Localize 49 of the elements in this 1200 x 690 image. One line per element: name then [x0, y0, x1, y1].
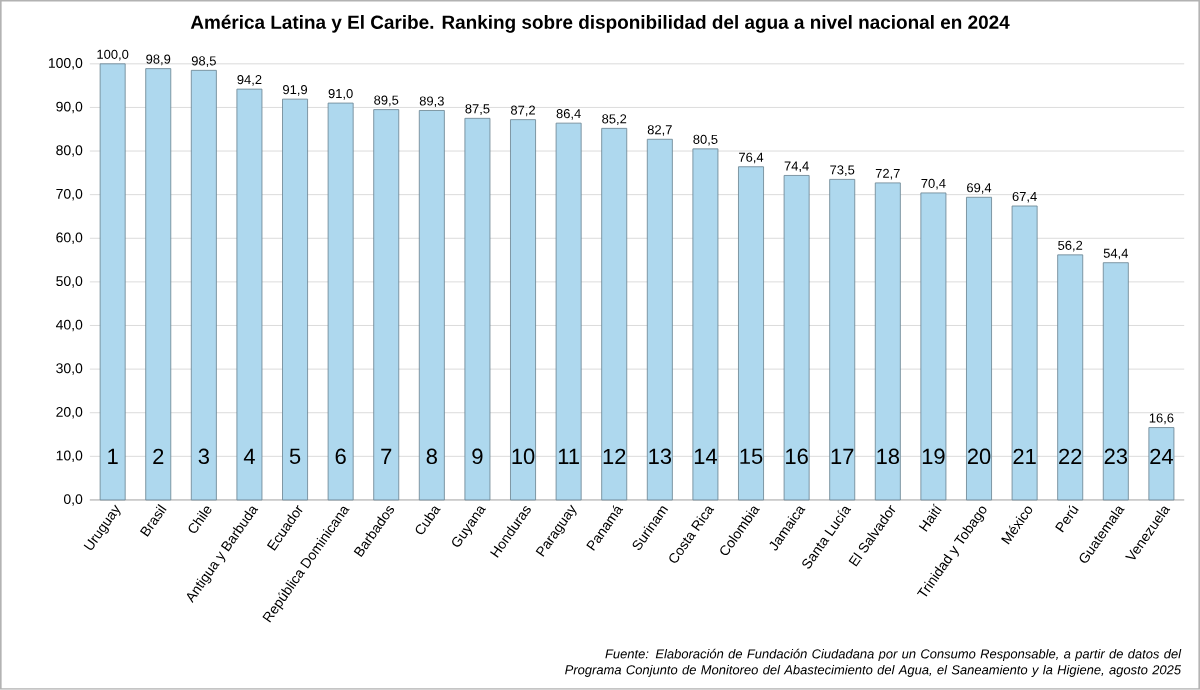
bar — [1148, 427, 1175, 501]
annotation: 4 — [243, 448, 255, 464]
annotation: 5 — [289, 448, 301, 465]
bar — [145, 68, 172, 501]
chart-title: América Latina y El Caribe. Ranking sobre disponibilidad del agua a nivel nacional en 2024 — [190, 14, 1010, 33]
bar — [692, 148, 719, 501]
annotation: 18 — [877, 448, 900, 465]
bar — [327, 102, 354, 501]
bar — [829, 179, 856, 501]
annotation: 15 — [740, 448, 763, 465]
annotation: 10 — [512, 448, 535, 465]
bar — [464, 118, 491, 501]
bar — [738, 166, 764, 501]
bar — [510, 119, 536, 501]
bar — [99, 63, 126, 501]
annotation: 11 — [558, 448, 579, 464]
bar — [874, 182, 901, 501]
bar — [190, 70, 217, 501]
annotation: 7 — [381, 448, 392, 464]
annotation: 13 — [649, 448, 672, 465]
annotation: 9 — [472, 448, 483, 465]
annotation: 12 — [603, 448, 626, 465]
annotation: 21 — [1013, 448, 1036, 465]
bar — [1011, 205, 1038, 501]
bar — [236, 88, 263, 501]
annotation: 22 — [1059, 448, 1082, 465]
bar — [966, 196, 992, 501]
bar — [601, 128, 628, 501]
bar — [920, 192, 947, 501]
annotation: 24 — [1150, 448, 1173, 465]
bar — [418, 110, 445, 501]
annotation: 17 — [831, 448, 854, 464]
annotation: 3 — [198, 448, 209, 465]
bar — [373, 109, 400, 501]
bar — [783, 175, 810, 501]
bar — [555, 122, 582, 501]
annotation: 6 — [335, 448, 346, 465]
annotation: 16 — [786, 448, 808, 465]
annotation: 2 — [153, 448, 164, 465]
annotation: 8 — [426, 448, 437, 465]
bar — [1057, 254, 1084, 501]
annotation: 23 — [1104, 448, 1128, 465]
annotation: 19 — [922, 448, 945, 465]
bar — [646, 138, 673, 501]
annotation: 1 — [108, 448, 118, 464]
bar — [1102, 262, 1129, 501]
annotation: 20 — [967, 448, 991, 465]
annotation: 14 — [694, 448, 717, 464]
bar — [282, 98, 308, 501]
